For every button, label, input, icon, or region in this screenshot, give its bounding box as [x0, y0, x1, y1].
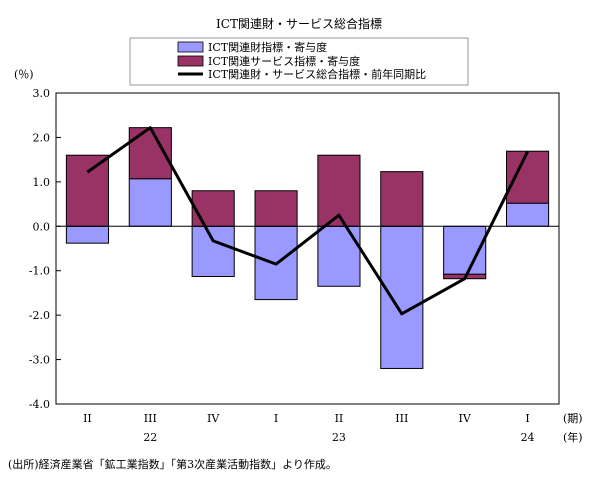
source-note: (出所)経済産業省「鉱工業指数」「第3次産業活動指数」より作成。 [8, 457, 337, 471]
bar-services [254, 190, 298, 227]
y-tick-label: 0.0 [33, 220, 51, 233]
bar-services [380, 171, 424, 227]
bar-goods [380, 225, 424, 369]
line-series [86, 126, 529, 316]
x-year-label: 22 [143, 431, 157, 444]
x-tick-label: III [395, 412, 408, 425]
x-tick-label: I [274, 412, 278, 425]
y-tick-label: 2.0 [33, 131, 51, 144]
bar-services [505, 150, 550, 204]
y-axis-unit: (％) [14, 68, 34, 81]
y-axis-ticks: 3.0 2.0 1.0 0.0 -1.0 -2.0 -3.0 -4.0 [29, 87, 61, 411]
legend-label-services: ICT関連サービス指標・寄与度 [208, 54, 360, 68]
y-tick-label: -2.0 [29, 309, 50, 322]
x-tick-label: II [83, 412, 92, 425]
x-tick-label: IV [207, 412, 220, 425]
bar-goods [317, 225, 361, 287]
total-index-line [86, 126, 529, 316]
x-axis-unit-year: (年) [563, 430, 583, 444]
bar-series [56, 127, 559, 369]
y-tick-label: -4.0 [29, 398, 50, 411]
bar-goods [191, 225, 235, 277]
bar-services [65, 154, 110, 227]
legend-label-goods: ICT関連財指標・寄与度 [208, 40, 327, 54]
x-tick-label: I [525, 412, 529, 425]
legend-swatch-services [177, 55, 204, 67]
bar-goods [65, 225, 110, 244]
plot-area-frame [55, 92, 560, 405]
x-tick-label: II [335, 412, 344, 425]
y-tick-label: -1.0 [29, 265, 50, 278]
x-tick-label: IV [459, 412, 472, 425]
chart-title: ICT関連財・サービス総合指標 [216, 16, 382, 31]
x-axis-unit-quarter: (期) [563, 412, 583, 425]
legend-label-total: ICT関連財・サービス総合指標・前年同期比 [208, 67, 426, 81]
chart-legend: ICT関連財指標・寄与度 ICT関連サービス指標・寄与度 ICT関連財・サービス… [129, 37, 469, 86]
y-tick-label: 3.0 [33, 87, 51, 100]
y-tick-label: -3.0 [29, 354, 50, 367]
bar-services [191, 190, 235, 227]
bar-goods [128, 178, 172, 227]
x-tick-label: III [144, 412, 157, 425]
bar-goods [505, 202, 550, 227]
x-year-label: 23 [332, 431, 346, 444]
legend-swatch-goods [177, 41, 204, 53]
y-tick-label: 1.0 [33, 176, 51, 189]
x-year-label: 24 [521, 431, 535, 444]
x-axis-labels: II III IV I II III IV I22 23 24 [83, 412, 534, 444]
